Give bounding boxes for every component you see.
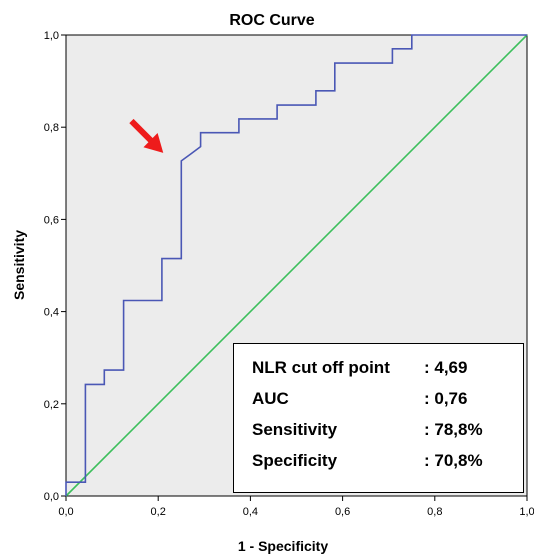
stats-box: NLR cut off point : 4,69 AUC : 0,76 Sens… <box>233 343 524 493</box>
y-tick-labels: 0,0 0,2 0,4 0,6 0,8 1,0 <box>44 30 59 503</box>
reference-line <box>65 34 528 497</box>
arrow-head <box>143 133 164 153</box>
y-tick-label: 0,8 <box>44 122 59 134</box>
y-axis-label: Sensitivity <box>11 230 27 300</box>
auc-label: AUC <box>252 389 289 408</box>
y-tick-label: 0,6 <box>44 214 59 226</box>
annotation-arrow <box>129 118 164 153</box>
series-layer <box>65 34 528 497</box>
y-tick-label: 0,2 <box>44 399 59 411</box>
y-tick-label: 0,0 <box>44 491 59 503</box>
x-tick-label: 1,0 <box>519 506 534 518</box>
y-tick-label: 1,0 <box>44 30 59 42</box>
specificity-label: Specificity <box>252 451 338 470</box>
x-tick-label: 0,8 <box>427 506 442 518</box>
auc-value: : 0,76 <box>424 389 468 408</box>
x-tick-label: 0,6 <box>335 506 350 518</box>
roc-curve <box>65 34 527 496</box>
sensitivity-value: : 78,8% <box>424 420 483 439</box>
specificity-value: : 70,8% <box>424 451 483 470</box>
y-tick-label: 0,4 <box>44 307 59 319</box>
x-tick-label: 0,2 <box>151 506 166 518</box>
x-tick-labels: 0,0 0,2 0,4 0,6 0,8 1,0 <box>58 506 534 518</box>
x-tick-label: 0,4 <box>243 506 258 518</box>
cutoff-label: NLR cut off point <box>252 358 390 377</box>
cutoff-value: : 4,69 <box>424 358 468 377</box>
sensitivity-label: Sensitivity <box>252 420 338 439</box>
tick-marks <box>61 34 528 501</box>
chart-title: ROC Curve <box>229 12 314 29</box>
x-axis-label: 1 - Specificity <box>238 538 328 554</box>
x-tick-label: 0,0 <box>58 506 73 518</box>
